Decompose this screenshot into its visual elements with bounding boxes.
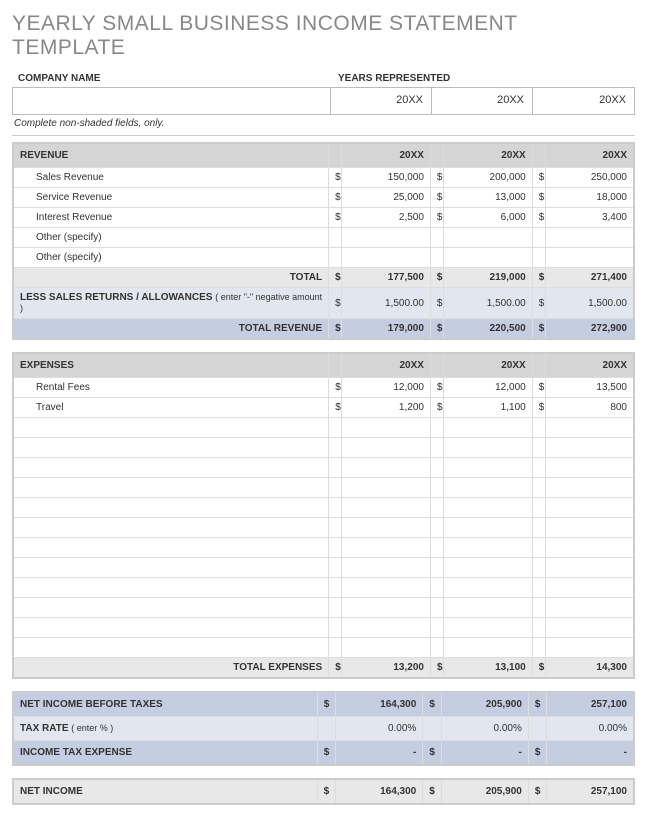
hint-text: Complete non-shaded fields, only. (12, 115, 635, 136)
revenue-row-v3[interactable]: 3,400 (545, 208, 634, 228)
years-represented-label: YEARS REPRESENTED (332, 70, 635, 87)
revenue-row-v2[interactable] (443, 248, 532, 268)
totalrev-3: 272,900 (545, 319, 634, 340)
revenue-row-v1[interactable]: 2,500 (342, 208, 431, 228)
taxrate-1[interactable]: 0.00% (336, 717, 423, 741)
exp-col-2: 20XX (443, 353, 532, 378)
rev-col-1: 20XX (342, 143, 431, 168)
revenue-row-v3[interactable]: 18,000 (545, 188, 634, 208)
exp-total-2: 13,100 (443, 658, 532, 679)
expense-row-label[interactable]: Rental Fees (13, 378, 329, 398)
expense-row-v2[interactable]: 12,000 (443, 378, 532, 398)
expense-blank-row[interactable] (13, 498, 329, 518)
expense-row-label[interactable]: Travel (13, 398, 329, 418)
totalrev-2: 220,500 (443, 319, 532, 340)
rev-total-3: 271,400 (545, 268, 634, 288)
expense-blank-row[interactable] (13, 618, 329, 638)
expense-row-v3[interactable]: 13,500 (545, 378, 634, 398)
rev-total-2: 219,000 (443, 268, 532, 288)
expense-blank-row[interactable] (13, 638, 329, 658)
expense-blank-row[interactable] (13, 478, 329, 498)
revenue-row-v3[interactable] (545, 248, 634, 268)
year-2-input[interactable]: 20XX (432, 88, 533, 114)
expense-blank-row[interactable] (13, 438, 329, 458)
expense-blank-row[interactable] (13, 558, 329, 578)
revenue-row-v3[interactable]: 250,000 (545, 168, 634, 188)
allow-3[interactable]: 1,500.00 (545, 288, 634, 319)
allowances-label: LESS SALES RETURNS / ALLOWANCES ( enter … (13, 288, 329, 319)
expense-blank-row[interactable] (13, 578, 329, 598)
page-title: YEARLY SMALL BUSINESS INCOME STATEMENT T… (12, 12, 635, 60)
expenses-header: EXPENSES (13, 353, 329, 378)
netb-3: 257,100 (547, 692, 634, 717)
rev-col-2: 20XX (443, 143, 532, 168)
company-name-input[interactable] (13, 88, 331, 114)
taxrate-3[interactable]: 0.00% (547, 717, 634, 741)
net-income-label: NET INCOME (13, 779, 317, 804)
taxexp-3: - (547, 741, 634, 766)
netb-1: 164,300 (336, 692, 423, 717)
revenue-row-v2[interactable]: 200,000 (443, 168, 532, 188)
revenue-row-v2[interactable]: 6,000 (443, 208, 532, 228)
exp-col-1: 20XX (342, 353, 431, 378)
exp-total-3: 14,300 (545, 658, 634, 679)
net-before-label: NET INCOME BEFORE TAXES (13, 692, 317, 717)
tax-rate-label: TAX RATE ( enter % ) (13, 717, 317, 741)
year-3-input[interactable]: 20XX (533, 88, 634, 114)
netb-2: 205,900 (441, 692, 528, 717)
revenue-row-v1[interactable] (342, 248, 431, 268)
totalrev-1: 179,000 (342, 319, 431, 340)
revenue-row-label[interactable]: Other (specify) (13, 248, 329, 268)
revenue-row-v3[interactable] (545, 228, 634, 248)
rev-total-1: 177,500 (342, 268, 431, 288)
expense-row-v1[interactable]: 1,200 (342, 398, 431, 418)
revenue-row-v1[interactable]: 25,000 (342, 188, 431, 208)
net-3: 257,100 (547, 779, 634, 804)
expenses-total-label: TOTAL EXPENSES (13, 658, 329, 679)
revenue-row-label[interactable]: Interest Revenue (13, 208, 329, 228)
company-name-label: COMPANY NAME (12, 70, 332, 87)
expense-row-v1[interactable]: 12,000 (342, 378, 431, 398)
year-1-input[interactable]: 20XX (331, 88, 432, 114)
taxrate-2[interactable]: 0.00% (441, 717, 528, 741)
tax-expense-label: INCOME TAX EXPENSE (13, 741, 317, 766)
revenue-header: REVENUE (13, 143, 329, 168)
summary-table: NET INCOME BEFORE TAXES $164,300 $205,90… (12, 691, 635, 766)
allow-2[interactable]: 1,500.00 (443, 288, 532, 319)
allow-1[interactable]: 1,500.00 (342, 288, 431, 319)
revenue-row-v2[interactable] (443, 228, 532, 248)
revenue-row-v1[interactable] (342, 228, 431, 248)
expense-row-v3[interactable]: 800 (545, 398, 634, 418)
net-2: 205,900 (441, 779, 528, 804)
expense-row-v2[interactable]: 1,100 (443, 398, 532, 418)
revenue-row-label[interactable]: Other (specify) (13, 228, 329, 248)
revenue-table: REVENUE 20XX 20XX 20XX Sales Revenue$150… (12, 142, 635, 340)
revenue-total-label: TOTAL (13, 268, 329, 288)
exp-col-3: 20XX (545, 353, 634, 378)
expenses-table: EXPENSES 20XX 20XX 20XX Rental Fees$12,0… (12, 352, 635, 679)
expense-blank-row[interactable] (13, 458, 329, 478)
revenue-row-v2[interactable]: 13,000 (443, 188, 532, 208)
expense-blank-row[interactable] (13, 518, 329, 538)
rev-col-3: 20XX (545, 143, 634, 168)
revenue-row-label[interactable]: Sales Revenue (13, 168, 329, 188)
revenue-row-v1[interactable]: 150,000 (342, 168, 431, 188)
expense-blank-row[interactable] (13, 418, 329, 438)
expense-blank-row[interactable] (13, 598, 329, 618)
net-1: 164,300 (336, 779, 423, 804)
exp-total-1: 13,200 (342, 658, 431, 679)
total-revenue-label: TOTAL REVENUE (13, 319, 329, 340)
expense-blank-row[interactable] (13, 538, 329, 558)
revenue-row-label[interactable]: Service Revenue (13, 188, 329, 208)
net-income-table: NET INCOME $164,300 $205,900 $257,100 (12, 778, 635, 805)
taxexp-2: - (441, 741, 528, 766)
taxexp-1: - (336, 741, 423, 766)
